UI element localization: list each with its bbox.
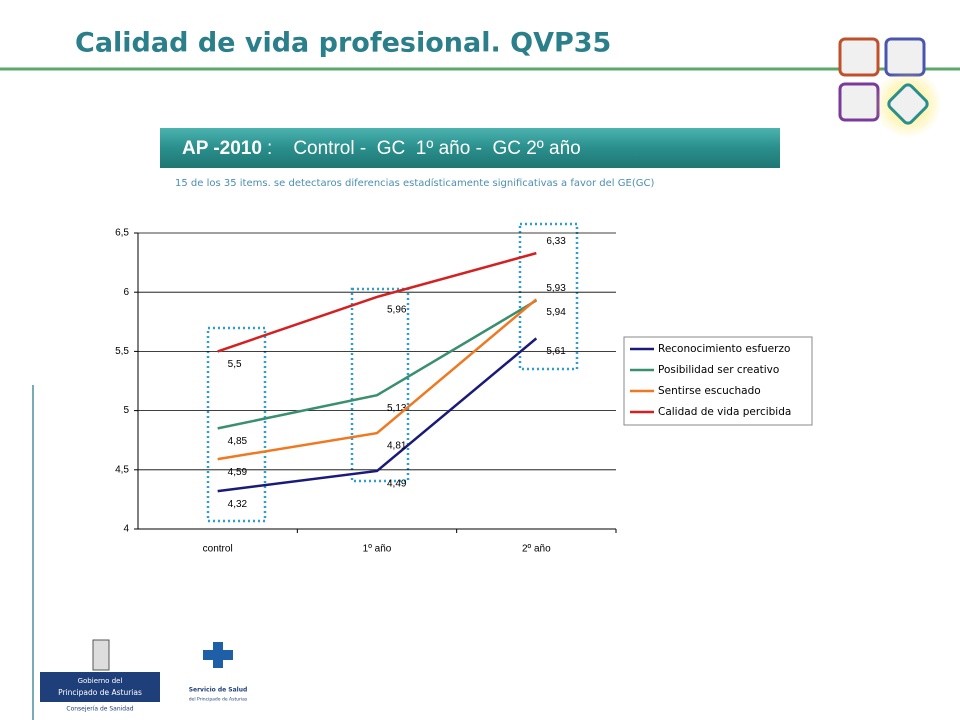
value-label: 5,94 <box>546 307 566 318</box>
series-line <box>217 298 538 461</box>
y-tick-label: 6 <box>123 287 129 298</box>
slide-title: Calidad de vida profesional. QVP35 <box>75 28 611 59</box>
value-label: 5,13 <box>387 403 407 414</box>
y-tick-label: 5 <box>123 405 129 416</box>
y-tick-label: 5,5 <box>115 346 129 357</box>
series-line <box>217 337 538 493</box>
logo-text: del Principado de Asturias <box>189 697 248 703</box>
legend-label: Sentirse escuchado <box>658 385 761 397</box>
note: 15 de los 35 items. se detectaros difere… <box>175 177 654 189</box>
banner <box>160 128 780 168</box>
logo-text: Gobierno del <box>78 677 123 685</box>
banner-rest: : Control - GC 1º año - GC 2º año <box>267 138 581 159</box>
banner-label: AP -2010 <box>182 138 262 159</box>
logo-right: Servicio de Salud del Principado de Astu… <box>189 642 248 703</box>
value-label: 4,32 <box>228 499 248 510</box>
y-tick-label: 4 <box>123 524 129 535</box>
value-label: 4,85 <box>228 436 248 447</box>
y-tick-label: 6,5 <box>115 228 129 239</box>
value-label: 4,49 <box>387 479 407 490</box>
legend-label: Posibilidad ser creativo <box>658 364 779 376</box>
value-label: 6,33 <box>546 236 566 247</box>
logo-text: Principado de Asturias <box>58 688 142 697</box>
corner-icon <box>838 37 942 138</box>
banner-text: AP -2010: Control - GC 1º año - GC 2º añ… <box>182 138 581 159</box>
value-label: 5,61 <box>546 346 566 357</box>
value-label: 5,5 <box>228 359 242 370</box>
legend-box <box>623 336 813 426</box>
logo-text: Consejería de Sanidad <box>66 706 133 713</box>
legend-label: Calidad de vida percibida <box>658 406 791 418</box>
value-label: 4,81 <box>387 441 407 452</box>
dotted-boxes <box>206 222 579 523</box>
logo-left: Gobierno del Principado de Asturias Cons… <box>40 639 160 713</box>
value-label: 4,59 <box>228 467 248 478</box>
series-line <box>217 299 537 430</box>
logo-text: Servicio de Salud <box>189 687 248 694</box>
x-tick-label: 2º año <box>522 544 551 555</box>
series-line <box>217 251 537 353</box>
x-tick-label: 1º año <box>363 544 392 555</box>
y-tick-label: 4,5 <box>115 464 129 475</box>
value-label: 5,96 <box>387 305 407 316</box>
value-label: 5,93 <box>546 283 566 294</box>
x-tick-label: control <box>203 544 233 555</box>
legend-label: Reconocimiento esfuerzo <box>658 343 790 355</box>
